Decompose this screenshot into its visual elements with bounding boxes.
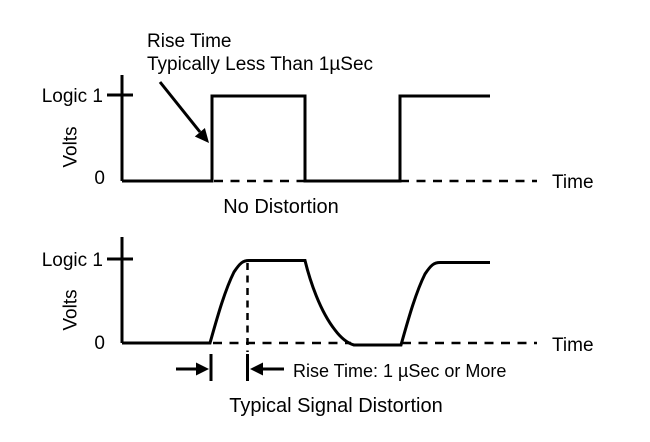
square-wave-path [122, 94, 490, 183]
top-zero-label: 0 [94, 168, 105, 189]
bottom-volts-axis-label: Volts [60, 289, 82, 331]
top-time-axis-label: Time [552, 172, 594, 193]
rise-time-annotation-line2: Typically Less Than 1µSec [147, 54, 374, 75]
top-panel-caption: No Distortion [223, 196, 339, 218]
bottom-time-axis-label: Time [552, 335, 594, 356]
top-volts-axis-label: Volts [60, 126, 82, 168]
rise-time-note: Rise Time: 1 µSec or More [293, 361, 507, 381]
rise-time-annotation: Rise Time Typically Less Than 1µSec [147, 30, 373, 76]
distorted-wave-path [122, 259, 490, 347]
rise-time-arrow-shaft [158, 81, 202, 133]
bottom-logic1-label: Logic 1 [41, 250, 103, 271]
right-arrow-head [196, 362, 209, 376]
top-logic1-label: Logic 1 [41, 86, 103, 107]
bottom-panel-caption: Typical Signal Distortion [229, 395, 443, 417]
rise-time-annotation-line1: Rise Time [147, 31, 232, 52]
bottom-zero-label: 0 [94, 333, 105, 354]
rise-time-arrow-head [194, 128, 209, 143]
left-arrow-head [250, 362, 263, 376]
